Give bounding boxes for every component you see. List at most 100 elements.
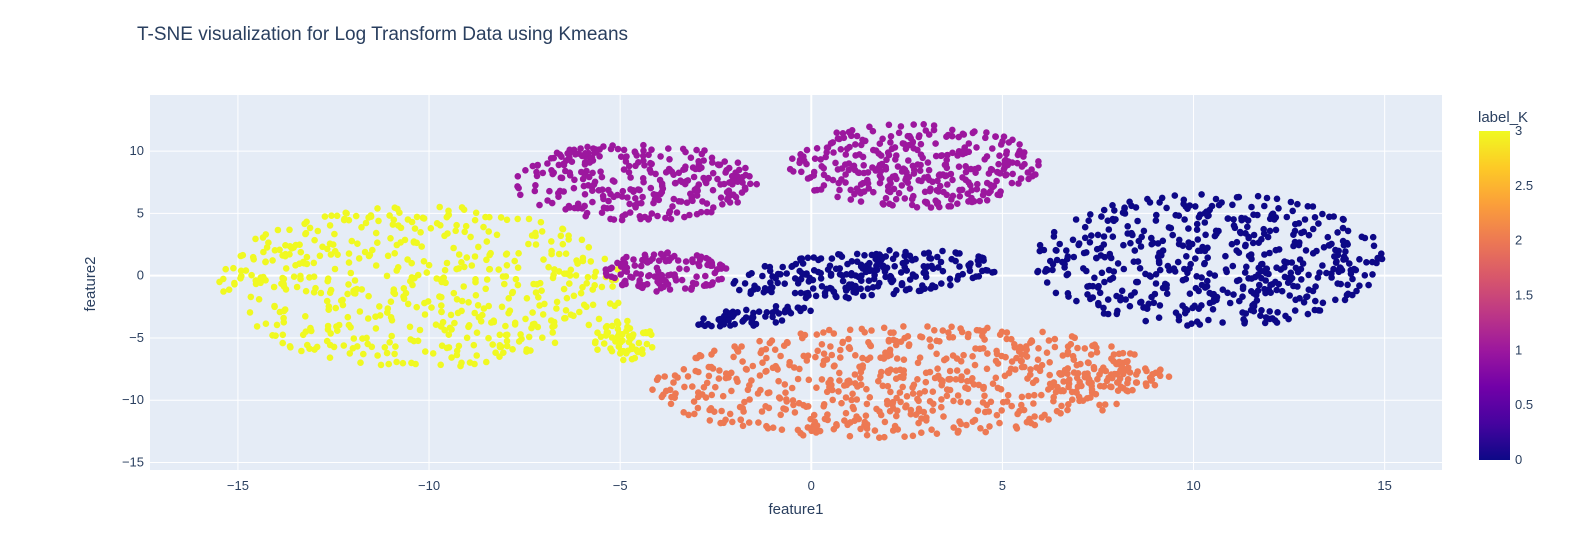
data-point — [929, 388, 937, 396]
data-point — [1003, 171, 1010, 178]
data-point — [696, 256, 704, 264]
data-point — [782, 406, 790, 413]
data-point — [957, 420, 965, 428]
data-point — [797, 289, 805, 297]
data-point — [665, 272, 672, 279]
data-point — [831, 362, 838, 370]
data-point — [383, 349, 391, 357]
data-point — [607, 204, 615, 212]
data-point — [847, 130, 854, 137]
data-point — [820, 357, 828, 365]
data-point — [869, 284, 877, 291]
data-point — [271, 303, 278, 311]
data-point — [666, 156, 673, 163]
data-point — [882, 194, 890, 202]
data-point — [662, 257, 670, 265]
data-point — [1060, 387, 1067, 395]
data-point — [470, 341, 478, 349]
data-point — [741, 398, 748, 406]
data-point — [681, 180, 689, 188]
data-point — [896, 389, 904, 396]
data-point — [869, 164, 876, 171]
data-point — [708, 351, 715, 358]
data-point — [720, 321, 728, 328]
data-point — [1346, 260, 1353, 267]
data-point — [762, 313, 769, 320]
data-point — [898, 280, 906, 287]
data-point — [1053, 247, 1060, 254]
data-point — [352, 290, 359, 297]
data-point — [413, 303, 421, 311]
data-point — [934, 253, 941, 261]
data-point — [364, 315, 372, 322]
data-point — [734, 159, 742, 166]
data-point — [763, 367, 770, 375]
data-point — [360, 350, 367, 358]
data-point — [715, 375, 723, 382]
data-point — [1100, 304, 1107, 312]
data-point — [1201, 210, 1209, 217]
data-point — [1021, 350, 1029, 358]
data-point — [1008, 335, 1015, 343]
data-point — [572, 272, 580, 279]
data-point — [562, 307, 570, 314]
data-point — [648, 210, 656, 217]
data-point — [1242, 230, 1249, 237]
data-point — [365, 292, 372, 300]
data-point — [1094, 284, 1102, 291]
data-point — [242, 267, 250, 274]
data-point — [795, 399, 803, 407]
data-point — [286, 226, 293, 234]
data-point — [1031, 391, 1038, 399]
data-point — [1315, 220, 1322, 227]
data-point — [364, 340, 372, 348]
data-point — [962, 384, 969, 391]
data-point — [882, 273, 889, 281]
data-point — [1193, 273, 1200, 280]
data-point — [665, 145, 672, 152]
data-point — [556, 151, 564, 158]
data-point — [977, 254, 985, 262]
data-point — [738, 189, 746, 196]
data-point — [1020, 406, 1028, 414]
data-point — [1192, 255, 1199, 262]
data-point — [725, 317, 732, 324]
data-point — [623, 253, 630, 261]
data-point — [897, 366, 904, 374]
data-point — [282, 252, 289, 260]
data-point — [934, 177, 941, 185]
data-point — [1015, 345, 1023, 353]
data-point — [1153, 211, 1160, 219]
data-point — [272, 332, 279, 340]
data-point — [1100, 310, 1108, 317]
data-point — [689, 197, 696, 205]
colorbar-tick-label: 0 — [1515, 452, 1522, 467]
data-point — [821, 289, 829, 297]
data-point — [658, 393, 666, 401]
data-point — [269, 257, 276, 264]
data-point — [1111, 207, 1118, 214]
data-point — [577, 289, 585, 297]
data-point — [1258, 307, 1265, 314]
data-point — [531, 320, 538, 328]
data-point — [1198, 281, 1206, 289]
data-point — [1031, 413, 1038, 420]
data-point — [1140, 227, 1148, 235]
data-point — [1095, 299, 1102, 307]
data-point — [1204, 244, 1211, 252]
data-point — [886, 247, 893, 254]
data-point — [667, 400, 675, 408]
data-point — [1091, 274, 1098, 282]
data-point — [976, 345, 984, 353]
data-point — [1295, 220, 1303, 227]
data-point — [715, 161, 723, 169]
data-point — [1014, 159, 1021, 167]
data-point — [1109, 274, 1117, 282]
data-point — [326, 341, 334, 349]
data-point — [566, 272, 574, 279]
data-point — [723, 166, 730, 174]
data-point — [982, 428, 989, 436]
data-point — [525, 240, 532, 248]
data-point — [1163, 204, 1170, 212]
data-point — [859, 354, 866, 362]
